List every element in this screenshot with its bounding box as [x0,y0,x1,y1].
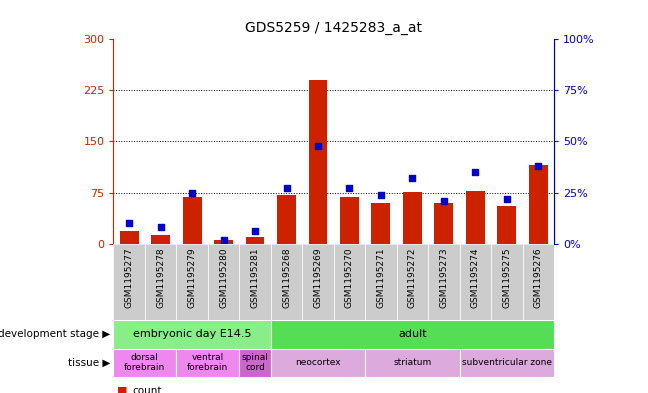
Text: GSM1195269: GSM1195269 [314,248,323,308]
Text: ■: ■ [117,386,127,393]
Text: GSM1195268: GSM1195268 [282,248,291,308]
Bar [403,192,422,244]
Point [439,198,449,204]
Text: embryonic day E14.5: embryonic day E14.5 [133,329,251,340]
Bar [208,244,239,320]
Point [533,163,544,169]
Bar [271,349,365,377]
Point [344,185,354,192]
Text: GSM1195276: GSM1195276 [534,248,543,308]
Bar [176,349,239,377]
Text: neocortex: neocortex [295,358,341,367]
Bar [365,349,459,377]
Bar [176,244,208,320]
Bar [151,235,170,244]
Text: GSM1195280: GSM1195280 [219,248,228,308]
Bar [459,244,491,320]
Point [124,220,134,226]
Bar [340,197,359,244]
Bar [113,320,271,349]
Bar [459,349,554,377]
Bar [397,244,428,320]
Point [281,185,292,192]
Bar [522,244,554,320]
Bar [214,240,233,244]
Text: GSM1195270: GSM1195270 [345,248,354,308]
Text: GSM1195278: GSM1195278 [156,248,165,308]
Point [250,228,260,235]
Bar [239,244,271,320]
Text: GSM1195274: GSM1195274 [471,248,480,308]
Bar [277,195,296,244]
Text: GSM1195272: GSM1195272 [408,248,417,308]
Text: GSM1195271: GSM1195271 [376,248,386,308]
Point [156,224,166,230]
Bar [145,244,176,320]
Text: GSM1195279: GSM1195279 [187,248,196,308]
Text: GSM1195277: GSM1195277 [124,248,133,308]
Text: GSM1195281: GSM1195281 [251,248,260,308]
Text: tissue ▶: tissue ▶ [68,358,110,368]
Point [407,175,417,182]
Bar [491,244,522,320]
Point [376,191,386,198]
Bar [271,244,302,320]
Point [470,169,481,175]
Bar [498,206,516,244]
Text: striatum: striatum [393,358,432,367]
Text: GSM1195273: GSM1195273 [439,248,448,308]
Bar [434,203,454,244]
Bar [183,197,202,244]
Bar [371,203,390,244]
Bar [466,191,485,244]
Bar [428,244,459,320]
Text: dorsal
forebrain: dorsal forebrain [124,353,165,373]
Point [187,189,197,196]
Bar [271,320,554,349]
Bar [246,237,264,244]
Bar [302,244,334,320]
Text: ventral
forebrain: ventral forebrain [187,353,229,373]
Bar [365,244,397,320]
Title: GDS5259 / 1425283_a_at: GDS5259 / 1425283_a_at [245,22,422,35]
Bar [529,165,548,244]
Point [313,142,323,149]
Text: adult: adult [398,329,427,340]
Text: count: count [133,386,163,393]
Bar [308,80,327,244]
Text: spinal
cord: spinal cord [242,353,268,373]
Point [502,196,512,202]
Text: GSM1195275: GSM1195275 [502,248,511,308]
Text: subventricular zone: subventricular zone [462,358,552,367]
Bar [120,231,139,244]
Point [218,237,229,243]
Bar [334,244,365,320]
Text: development stage ▶: development stage ▶ [0,329,110,340]
Bar [239,349,271,377]
Bar [113,349,176,377]
Bar [113,244,145,320]
